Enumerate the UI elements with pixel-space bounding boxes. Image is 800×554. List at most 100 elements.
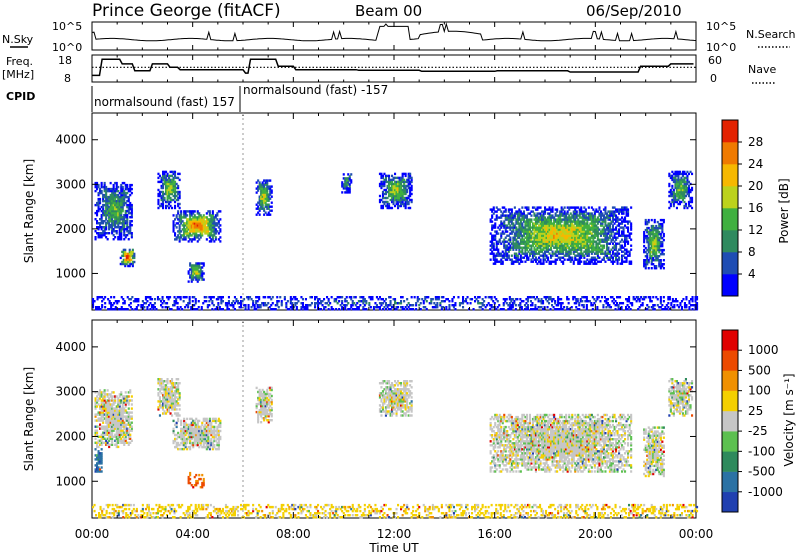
echo-cell — [696, 298, 699, 301]
echo-cell — [204, 216, 207, 219]
echo-cell — [641, 304, 644, 307]
echo-cell — [560, 242, 563, 245]
echo-cell — [618, 234, 621, 237]
echo-cell — [529, 304, 532, 307]
echo-cell — [494, 234, 497, 237]
echo-cell — [541, 244, 544, 247]
echo-cell — [383, 196, 386, 200]
echo-cell — [525, 308, 528, 311]
echo-cell — [404, 172, 407, 176]
echo-cell — [115, 201, 118, 205]
echo-cell — [527, 212, 530, 215]
echo-cell — [539, 224, 542, 227]
echo-cell — [659, 218, 662, 222]
echo-cell — [178, 232, 181, 235]
echo-cell — [608, 236, 611, 239]
echo-cell — [211, 300, 214, 303]
echo-cell — [381, 190, 384, 194]
echo-cell — [388, 308, 391, 311]
echo-cell — [546, 306, 549, 309]
echo-cell — [413, 296, 416, 299]
echo-cell — [501, 254, 504, 257]
echo-cell — [572, 260, 575, 263]
echo-cell — [502, 308, 505, 311]
echo-cell — [503, 256, 506, 259]
echo-cell — [571, 230, 574, 233]
echo-cell — [121, 193, 124, 197]
echo-cell — [550, 248, 553, 251]
echo-cell — [386, 202, 389, 206]
echo-cell — [539, 214, 542, 217]
echo-cell — [195, 264, 198, 267]
echo-cell — [122, 254, 125, 258]
echo-cell — [601, 248, 604, 251]
echo-cell — [580, 208, 583, 211]
echo-cell — [618, 228, 621, 231]
echo-cell — [198, 226, 201, 229]
echo-cell — [568, 216, 571, 219]
echo-cell — [503, 220, 506, 223]
echo-cell — [295, 302, 298, 305]
echo-cell — [172, 172, 175, 176]
echo-cell — [583, 254, 586, 257]
echo-cell — [635, 300, 638, 303]
echo-cell — [400, 182, 403, 186]
echo-cell — [501, 230, 504, 233]
echo-cell — [507, 218, 510, 221]
echo-cell — [595, 232, 598, 235]
echo-cell — [232, 306, 235, 309]
echo-cell — [503, 246, 506, 249]
echo-cell — [389, 182, 392, 186]
echo-cell — [256, 306, 259, 309]
echo-cell — [127, 203, 130, 207]
echo-cell — [162, 190, 165, 194]
echo-cell — [515, 254, 518, 257]
echo-cell — [604, 252, 607, 255]
echo-cell — [490, 306, 493, 309]
echo-cell — [547, 212, 550, 215]
echo-cell — [521, 228, 524, 231]
echo-cell — [336, 296, 339, 299]
echo-cell — [129, 203, 132, 207]
echo-cell — [512, 230, 515, 233]
echo-cell — [97, 222, 100, 225]
echo-cell — [384, 302, 387, 305]
echo-cell — [566, 298, 569, 301]
echo-cell — [146, 308, 149, 311]
echo-cell — [117, 207, 120, 211]
echo-cell — [196, 278, 199, 281]
echo-cell — [123, 300, 126, 303]
echo-cell — [601, 232, 604, 235]
echo-cell — [120, 214, 123, 217]
echo-cell — [237, 302, 240, 305]
echo-cell — [510, 214, 513, 217]
echo-cell — [216, 214, 219, 217]
echo-cell — [111, 189, 114, 193]
echo-cell — [199, 268, 202, 271]
echo-cell — [165, 174, 168, 178]
echo-cell — [392, 188, 395, 192]
echo-cell — [565, 228, 568, 231]
echo-cell — [658, 261, 661, 264]
echo-cell — [174, 234, 177, 237]
echo-cell — [167, 298, 170, 301]
nsky-tick-bottom: 10^0 — [52, 41, 82, 54]
echo-cell — [114, 209, 117, 213]
echo-cell — [345, 177, 348, 180]
echo-cell — [381, 174, 384, 178]
echo-cell — [628, 236, 631, 239]
echo-cell — [562, 246, 565, 249]
echo-cell — [261, 199, 264, 202]
echo-cell — [572, 226, 575, 229]
echo-cell — [563, 226, 566, 229]
echo-cell — [508, 302, 511, 305]
echo-cell — [194, 302, 197, 305]
echo-cell — [583, 212, 586, 215]
echo-cell — [196, 228, 199, 231]
echo-cell — [391, 188, 394, 192]
echo-cell — [609, 296, 612, 299]
echo-cell — [503, 206, 506, 209]
echo-cell — [260, 205, 263, 208]
scatter-patch-1 — [119, 248, 136, 268]
echo-cell — [118, 203, 121, 207]
